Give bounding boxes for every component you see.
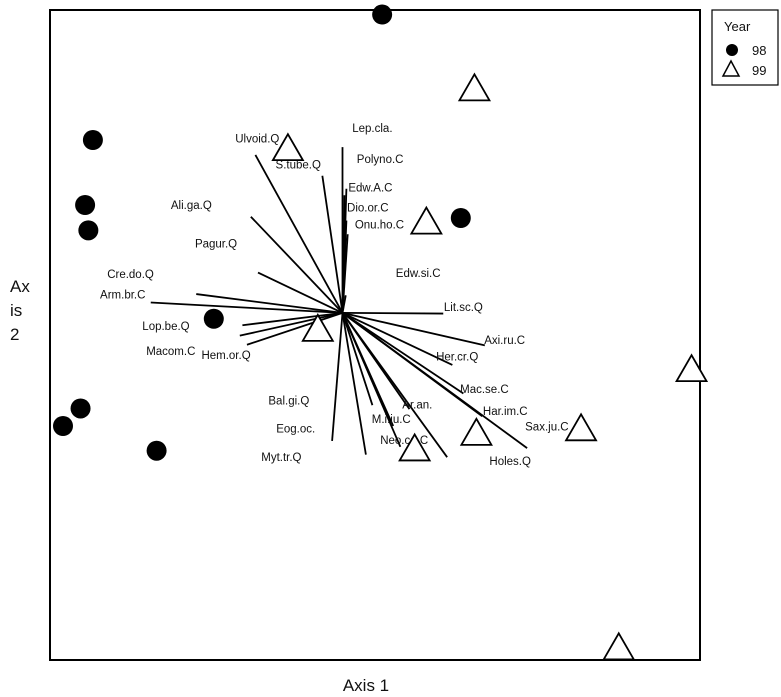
vector-line-Mac.se.C: [342, 312, 464, 395]
y-axis-title-line-1: Ax: [10, 277, 30, 296]
point-98-3: [78, 220, 99, 241]
point-98-8: [146, 440, 167, 461]
point-98-4: [450, 208, 471, 228]
point-99-2: [409, 205, 443, 235]
vector-label-S.tube.Q: S.tube.Q: [276, 160, 321, 172]
vector-label-Cre.do.Q: Cre.do.Q: [107, 269, 154, 281]
vector-line-Holes.Q: [341, 312, 448, 458]
legend-marker-99: [721, 59, 741, 77]
vector-label-Ulvoid.Q: Ulvoid.Q: [235, 134, 279, 146]
vector-label-Pagur.Q: Pagur.Q: [195, 238, 237, 250]
vector-label-Har.im.C: Har.im.C: [483, 406, 528, 418]
point-98-2: [75, 195, 96, 215]
legend: Year 98 99: [711, 9, 779, 86]
vector-label-Onu.ho.C: Onu.ho.C: [355, 219, 404, 231]
point-98-0: [372, 4, 393, 25]
sample-points: [53, 4, 709, 661]
vector-line-Ali.ga.Q: [250, 216, 344, 314]
point-99-3: [301, 313, 335, 342]
vector-label-Lop.be.Q: Lop.be.Q: [142, 321, 189, 333]
vector-label-Lit.sc.Q: Lit.sc.Q: [444, 302, 483, 314]
x-axis-title: Axis 1: [343, 676, 389, 695]
vector-label-Myt.tr.Q: Myt.tr.Q: [261, 452, 301, 464]
vector-label-Arm.br.C: Arm.br.C: [100, 290, 145, 302]
vector-label-Edw.si.C: Edw.si.C: [396, 268, 441, 280]
vector-line-Cre.do.Q: [196, 293, 343, 314]
vector-label-Edw.A.C: Edw.A.C: [348, 182, 392, 194]
vector-label-M.i.ju.C: M.i.ju.C: [372, 414, 411, 426]
point-99-4: [674, 353, 709, 383]
vector-label-Ali.ga.Q: Ali.ga.Q: [171, 200, 212, 212]
vector-line-Ulvoid.Q: [254, 154, 344, 314]
vector-line-Eog.oc.: [331, 312, 344, 442]
vector-label-Holes.Q: Holes.Q: [489, 456, 531, 468]
point-98-5: [203, 308, 224, 329]
vector-line-Axi.ru.C: [342, 312, 486, 347]
species-vectors: [150, 147, 528, 458]
vector-line-Arm.br.C: [150, 301, 343, 314]
vector-line-Pagur.Q: [257, 271, 343, 314]
y-axis-title-line-3: 2: [10, 325, 19, 344]
legend-box: [711, 9, 779, 86]
legend-title: Year: [724, 19, 751, 34]
point-99-1: [271, 132, 305, 162]
point-99-8: [602, 631, 636, 661]
vector-label-Dio.or.C: Dio.or.C: [347, 203, 389, 215]
point-98-7: [53, 416, 73, 436]
legend-marker-98: [726, 44, 738, 56]
point-99-5: [564, 412, 598, 442]
vector-label-Macom.C: Macom.C: [146, 346, 195, 358]
point-98-6: [70, 398, 91, 419]
vector-line-Macom.C: [239, 312, 343, 337]
vector-label-Her.cr.Q: Her.cr.Q: [436, 351, 478, 363]
vector-line-Hem.or.Q: [246, 312, 343, 346]
point-98-1: [82, 130, 103, 150]
vector-line-Lit.sc.Q: [342, 312, 444, 315]
vector-label-Eog.oc.: Eog.oc.: [276, 424, 315, 436]
vector-label-Ar.an.: Ar.an.: [402, 399, 432, 411]
vector-label-Lep.cla.: Lep.cla.: [352, 123, 392, 135]
species-vector-labels: Lep.cla. Polyno.C Edw.A.C Dio.or.C Onu.ho.C U…: [100, 123, 569, 468]
legend-label-99: 99: [752, 63, 766, 78]
vector-label-Hem.or.Q: Hem.or.Q: [201, 350, 250, 362]
vector-label-Bal.gi.Q: Bal.gi.Q: [268, 396, 309, 408]
vector-label-Polyno.C: Polyno.C: [357, 154, 404, 166]
point-99-0: [457, 72, 492, 102]
vector-line-Onu.ho.C: [341, 234, 349, 313]
vector-line-S.tube.Q: [321, 175, 344, 314]
vector-line-Neo.ca.C: [341, 312, 402, 448]
point-99-6: [459, 417, 493, 446]
vector-label-Axi.ru.C: Axi.ru.C: [484, 335, 525, 347]
vector-label-Sax.ju.C: Sax.ju.C: [525, 422, 568, 434]
legend-label-98: 98: [752, 43, 766, 58]
y-axis-title-line-2: is: [10, 301, 22, 320]
vector-line-Sax.ju.C: [341, 312, 528, 449]
vector-line-Her.cr.Q: [342, 312, 453, 366]
vector-line-Lop.be.Q: [242, 312, 343, 327]
vector-label-Mac.se.C: Mac.se.C: [460, 384, 509, 396]
vector-line-Edw.si.C: [341, 295, 347, 314]
vector-line-Bal.gi.Q: [341, 312, 374, 406]
vector-line-Myt.tr.Q: [341, 312, 367, 455]
point-99-7: [398, 432, 432, 462]
